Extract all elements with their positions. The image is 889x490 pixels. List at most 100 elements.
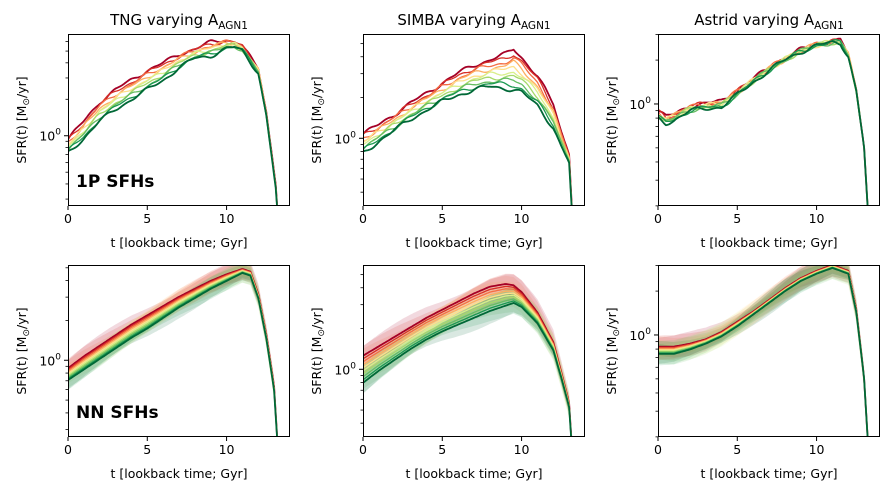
axes-frame — [658, 265, 880, 437]
uncertainty-band-3 — [658, 265, 868, 437]
uncertainty-band-10 — [658, 265, 869, 437]
sfh-line-9 — [68, 46, 278, 206]
y-label-main: SFR(t) [M — [604, 106, 619, 164]
y-tick-base: 10 — [629, 97, 645, 112]
axes-frame — [68, 34, 290, 206]
uncertainty-band-3 — [68, 265, 278, 437]
y-tick-label: 100 — [39, 128, 61, 144]
y-axis-label: SFR(t) [M⊙/yr] — [604, 307, 622, 394]
y-label-main: SFR(t) [M — [604, 337, 619, 395]
y-label-tail: /yr] — [604, 76, 619, 98]
x-tick-label: 0 — [654, 211, 662, 226]
panel-title-subscript: AGN1 — [814, 20, 844, 32]
x-tick-label: 0 — [359, 442, 367, 457]
sfh-line-10 — [68, 45, 278, 206]
y-tick-exponent: 0 — [55, 352, 61, 362]
y-label-sun-symbol: ⊙ — [612, 98, 622, 106]
y-axis-label: SFR(t) [M⊙/yr] — [14, 307, 32, 394]
uncertainty-band-6 — [658, 265, 869, 437]
plot-area — [68, 265, 279, 437]
y-label-tail: /yr] — [309, 76, 324, 98]
y-tick-exponent: 0 — [645, 327, 651, 337]
y-label-main: SFR(t) [M — [14, 337, 29, 395]
axes-frame — [363, 34, 585, 206]
plot-area — [658, 37, 869, 206]
axes-frame — [68, 265, 290, 437]
y-tick-exponent: 0 — [350, 130, 356, 140]
y-tick-base: 10 — [39, 129, 55, 144]
sfh-line-8 — [658, 39, 869, 206]
uncertainty-band-7 — [363, 287, 572, 437]
panel-annotation: 1P SFHs — [76, 172, 154, 192]
panel-title-subscript: AGN1 — [521, 20, 551, 32]
y-axis-label: SFR(t) [M⊙/yr] — [604, 76, 622, 163]
x-tick-label: 5 — [143, 442, 151, 457]
y-label-sun-symbol: ⊙ — [317, 329, 327, 337]
x-tick-label: 10 — [809, 442, 825, 457]
sfh-line-4 — [363, 59, 573, 206]
sfh-line-6 — [658, 39, 869, 206]
y-label-sun-symbol: ⊙ — [22, 329, 32, 337]
panel-annotation: NN SFHs — [76, 403, 159, 423]
y-axis-label: SFR(t) [M⊙/yr] — [14, 76, 32, 163]
y-axis-label: SFR(t) [M⊙/yr] — [309, 307, 327, 394]
panel-title-main: Astrid varying A — [694, 11, 815, 29]
y-label-sun-symbol: ⊙ — [317, 98, 327, 106]
axes-frame — [363, 265, 585, 437]
sfh-line-7 — [363, 74, 573, 206]
panel-title: SIMBA varying AAGN1 — [397, 11, 550, 32]
uncertainty-band-5 — [658, 265, 869, 437]
panel-title: Astrid varying AAGN1 — [694, 11, 844, 32]
plot-area — [658, 265, 869, 437]
sfh-line-3 — [68, 39, 278, 206]
x-axis-label: t [lookback time; Gyr] — [111, 235, 248, 250]
x-axis-label: t [lookback time; Gyr] — [406, 466, 543, 481]
uncertainty-band-8 — [658, 265, 869, 437]
x-tick-label: 10 — [219, 442, 235, 457]
panel-title-main: TNG varying A — [109, 11, 219, 29]
y-tick-base: 10 — [39, 353, 55, 368]
uncertainty-band-2 — [363, 273, 572, 437]
y-label-main: SFR(t) [M — [309, 106, 324, 164]
sfh-line-10 — [658, 40, 869, 206]
x-tick-label: 10 — [514, 211, 530, 226]
sfh-line-1 — [363, 48, 573, 206]
x-tick-label: 5 — [733, 442, 741, 457]
x-axis-label: t [lookback time; Gyr] — [701, 466, 838, 481]
panel-title-main: SIMBA varying A — [397, 11, 521, 29]
y-label-tail: /yr] — [14, 307, 29, 329]
uncertainty-band-2 — [658, 265, 868, 437]
y-tick-label: 100 — [629, 96, 651, 112]
sfh-line-2 — [658, 38, 869, 206]
y-tick-base: 10 — [629, 328, 645, 343]
uncertainty-band-9 — [658, 265, 868, 437]
plot-area — [363, 48, 573, 206]
sfh-line-1 — [658, 37, 869, 206]
plot-area — [363, 273, 573, 437]
sfh-line-10 — [68, 271, 278, 437]
y-label-main: SFR(t) [M — [309, 337, 324, 395]
x-tick-label: 10 — [514, 442, 530, 457]
uncertainty-band-8 — [363, 286, 572, 437]
y-tick-label: 100 — [334, 130, 356, 146]
y-tick-label: 100 — [39, 352, 61, 368]
uncertainty-band-7 — [658, 265, 869, 437]
y-axis-label: SFR(t) [M⊙/yr] — [309, 76, 327, 163]
axes-frame — [658, 34, 880, 206]
plot-area — [68, 39, 279, 206]
sfh-line-10 — [363, 85, 573, 206]
y-tick-base: 10 — [334, 362, 350, 377]
y-label-sun-symbol: ⊙ — [612, 329, 622, 337]
y-label-sun-symbol: ⊙ — [22, 98, 32, 106]
sfh-line-1 — [68, 39, 279, 206]
x-tick-label: 10 — [219, 211, 235, 226]
y-label-tail: /yr] — [604, 307, 619, 329]
x-tick-label: 5 — [733, 211, 741, 226]
y-label-main: SFR(t) [M — [14, 106, 29, 164]
